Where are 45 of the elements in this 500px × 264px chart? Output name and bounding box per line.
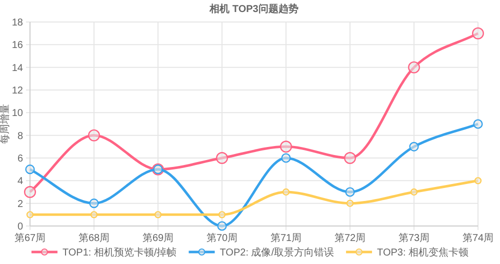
y-tick-label: 16 bbox=[12, 40, 24, 52]
point bbox=[89, 198, 99, 208]
point bbox=[26, 211, 34, 218]
point bbox=[409, 142, 419, 152]
x-tick-label: 第68周 bbox=[78, 232, 110, 244]
x-tick-label: 第69周 bbox=[142, 232, 174, 244]
point bbox=[344, 152, 356, 164]
point bbox=[346, 200, 354, 207]
point bbox=[25, 164, 35, 174]
point bbox=[90, 211, 98, 218]
point bbox=[217, 221, 227, 231]
chart-title: 相机 TOP3问题趋势 bbox=[208, 3, 298, 15]
point bbox=[24, 186, 36, 198]
y-axis-title: 每周增量 bbox=[0, 104, 11, 144]
x-tick-label: 第71周 bbox=[270, 232, 302, 244]
y-tick-label: 2 bbox=[17, 198, 24, 210]
y-tick-label: 4 bbox=[17, 176, 24, 188]
x-tick-label: 第67周 bbox=[14, 232, 46, 244]
y-tick-label: 18 bbox=[12, 18, 24, 28]
y-tick-label: 6 bbox=[17, 154, 24, 164]
legend-label: TOP2: 成像/取景方向错误 bbox=[220, 246, 334, 258]
legend-label: TOP1: 相机预览卡顿/掉帧 bbox=[62, 246, 177, 258]
point bbox=[473, 119, 483, 129]
point bbox=[408, 61, 420, 74]
point bbox=[280, 140, 292, 153]
y-tick-label: 8 bbox=[17, 130, 24, 142]
y-tick-label: 0 bbox=[17, 222, 24, 232]
point bbox=[410, 188, 418, 196]
point bbox=[281, 153, 291, 163]
point bbox=[154, 211, 162, 218]
y-tick-label: 12 bbox=[12, 86, 24, 96]
point bbox=[282, 188, 290, 196]
x-tick-label: 第73周 bbox=[398, 232, 430, 244]
point bbox=[88, 129, 100, 142]
x-tick-label: 第72周 bbox=[334, 232, 366, 244]
point bbox=[472, 27, 484, 40]
x-tick-label: 第74周 bbox=[462, 232, 494, 244]
point bbox=[216, 152, 228, 164]
legend-label: TOP3: 相机变焦卡顿 bbox=[377, 246, 469, 258]
point bbox=[474, 177, 482, 184]
point bbox=[345, 187, 355, 197]
x-tick-label: 第70周 bbox=[206, 232, 238, 244]
y-tick-label: 10 bbox=[12, 108, 24, 120]
point bbox=[218, 211, 226, 218]
y-tick-label: 14 bbox=[12, 62, 24, 74]
